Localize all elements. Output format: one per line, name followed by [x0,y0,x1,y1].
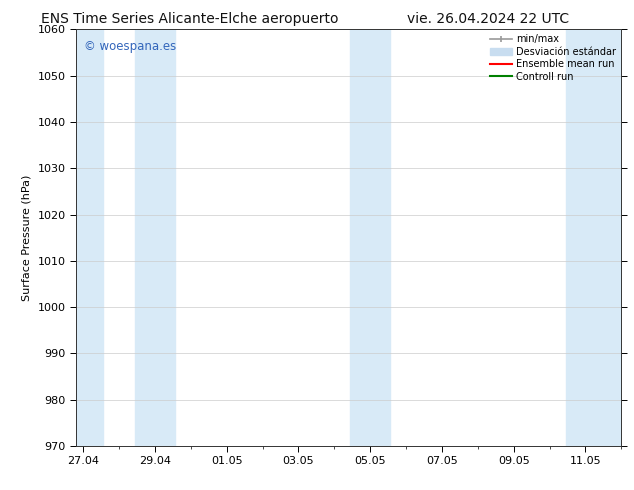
Text: © woespana.es: © woespana.es [84,40,176,53]
Bar [76,29,103,446]
Text: vie. 26.04.2024 22 UTC: vie. 26.04.2024 22 UTC [407,12,569,26]
Bar [566,29,621,446]
Bar [351,29,390,446]
Y-axis label: Surface Pressure (hPa): Surface Pressure (hPa) [22,174,32,301]
Legend: min/max, Desviación estándar, Ensemble mean run, Controll run: min/max, Desviación estándar, Ensemble m… [488,31,619,84]
Text: ENS Time Series Alicante-Elche aeropuerto: ENS Time Series Alicante-Elche aeropuert… [41,12,339,26]
Bar [135,29,175,446]
